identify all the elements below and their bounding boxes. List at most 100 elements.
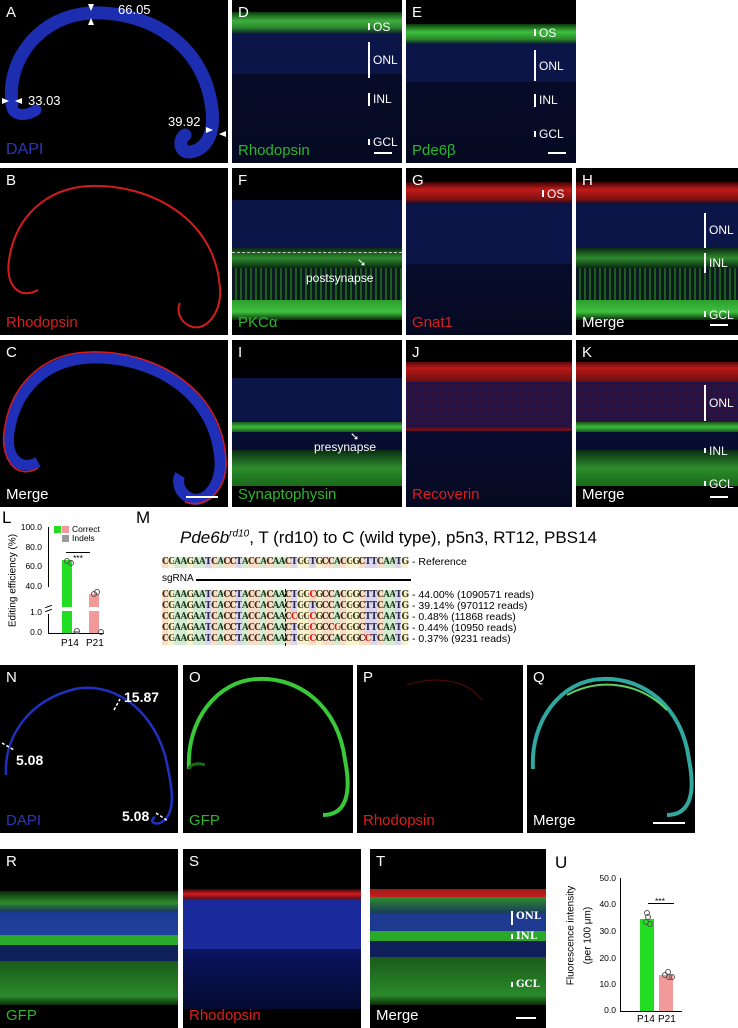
panel-label-u: U — [555, 853, 568, 872]
nucleotide: A — [260, 623, 268, 634]
axis-break — [45, 608, 52, 613]
nucleotide: A — [272, 601, 280, 612]
nucleotide: C — [327, 601, 335, 612]
nucleotide: A — [174, 557, 182, 568]
nucleotide: A — [174, 623, 182, 634]
nucleotide: C — [211, 601, 219, 612]
nucleotide: C — [284, 623, 292, 634]
nucleotide: C — [223, 601, 231, 612]
nucleotide: A — [333, 634, 341, 645]
nucleotide: C — [321, 634, 329, 645]
nucleotide: A — [198, 634, 206, 645]
nucleotide: G — [168, 612, 176, 623]
nucleotide: T — [395, 590, 403, 601]
significance-line — [648, 903, 674, 904]
nucleotide: A — [389, 634, 397, 645]
retina-merge-image — [530, 676, 694, 817]
nucleotide: A — [217, 623, 225, 634]
stain-label: Rhodopsin — [238, 142, 310, 159]
nucleotide: A — [192, 601, 200, 612]
nucleotide: A — [180, 557, 188, 568]
stain-label: GFP — [189, 812, 220, 829]
panel-label: B — [6, 172, 17, 189]
data-point — [669, 974, 675, 980]
nucleotide: C — [223, 634, 231, 645]
nucleotide: T — [204, 601, 212, 612]
nucleotide: C — [340, 601, 348, 612]
nucleotide: C — [358, 590, 366, 601]
nucleotide: C — [327, 557, 335, 568]
nucleotide: T — [290, 601, 298, 612]
y-tick: 10.0 — [599, 979, 616, 989]
nucleotide: A — [260, 601, 268, 612]
nucleotide: C — [266, 590, 274, 601]
nucleotide: T — [235, 623, 243, 634]
nucleotide: C — [358, 557, 366, 568]
nucleotide: A — [272, 590, 280, 601]
nucleotide: G — [186, 634, 195, 645]
nucleotide: A — [174, 612, 182, 623]
nucleotide: T — [235, 590, 243, 601]
nucleotide: T — [364, 623, 372, 634]
panel-c: C Merge — [0, 340, 228, 507]
x-tick-p21: P21 — [658, 1014, 676, 1025]
nucleotide: C — [223, 612, 231, 623]
y-axis — [620, 878, 621, 1011]
panel-g: G OS Gnat1 — [406, 168, 572, 335]
arrow-icon: ➘ — [357, 257, 367, 269]
nucleotide: C — [327, 590, 335, 601]
y-tick: 80.0 — [25, 542, 42, 552]
nucleotide: C — [358, 623, 366, 634]
nucleotide: G — [186, 601, 195, 612]
nucleotide: A — [260, 634, 268, 645]
nucleotide: A — [241, 612, 249, 623]
y-tick: 1.0 — [30, 607, 42, 617]
panel-b: B Rhodopsin — [0, 168, 228, 335]
scale-bar — [710, 496, 728, 498]
nucleotide: G — [401, 601, 410, 612]
measure-tick-icon — [1, 698, 169, 822]
nucleotide: A — [383, 557, 391, 568]
nucleotide: C — [266, 612, 274, 623]
nucleotide: C — [284, 612, 292, 623]
data-point — [647, 921, 653, 927]
legend-swatch-indels — [62, 535, 69, 542]
y-axis — [48, 614, 49, 633]
nucleotide: C — [321, 590, 329, 601]
retina-merge-image — [2, 351, 227, 505]
nucleotide: A — [260, 557, 268, 568]
nucleotide: C — [364, 634, 372, 645]
retina-gfp-image — [186, 676, 350, 817]
nucleotide: C — [229, 634, 237, 645]
panel-label: A — [6, 4, 17, 21]
nucleotide: C — [376, 601, 385, 612]
nucleotide: G — [333, 623, 342, 634]
nucleotide: A — [278, 590, 286, 601]
read-frequency: - 44.00% (1090571 reads) — [412, 589, 534, 601]
nucleotide: A — [217, 634, 225, 645]
panel-label: D — [238, 4, 249, 21]
nucleotide: C — [327, 612, 335, 623]
nucleotide: G — [168, 590, 176, 601]
bar-p21-correct — [89, 594, 99, 633]
nucleotide: C — [247, 590, 256, 601]
nucleotide: G — [315, 590, 324, 601]
panel-label: K — [582, 344, 593, 361]
panel-a: A 66.05 33.03 39.92 DAPI — [0, 0, 228, 163]
arrow-icon: ➘ — [350, 431, 360, 443]
presynapse-annotation: presynapse — [314, 440, 377, 454]
axis-break — [45, 604, 52, 609]
nucleotide: C — [211, 623, 219, 634]
nucleotide: C — [211, 557, 219, 568]
y-tick: 60.0 — [25, 561, 42, 571]
nucleotide: C — [358, 634, 366, 645]
nucleotide: C — [229, 601, 237, 612]
bar-p21 — [659, 975, 673, 1011]
nucleotide: A — [192, 634, 200, 645]
nucleotide: T — [370, 623, 378, 634]
panel-label: Q — [533, 669, 545, 686]
nucleotide: C — [321, 557, 329, 568]
nucleotide: C — [290, 612, 299, 623]
